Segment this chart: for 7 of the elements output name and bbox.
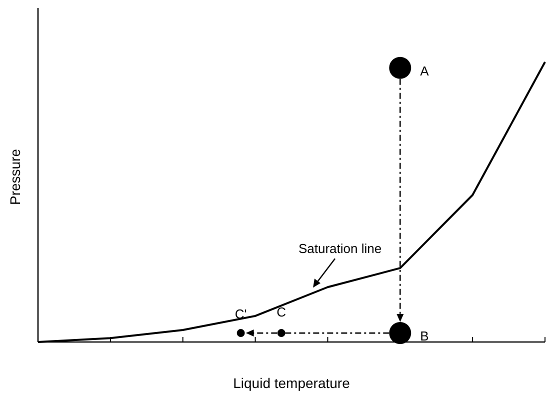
annotation: B <box>420 328 429 344</box>
x-axis-title: Liquid temperature <box>233 375 350 391</box>
annotation: C' <box>234 306 247 322</box>
annotation: Saturation line <box>298 241 382 256</box>
annotation: A <box>420 63 430 78</box>
y-axis-title: Pressure <box>7 148 23 206</box>
annotation: C <box>276 304 286 320</box>
